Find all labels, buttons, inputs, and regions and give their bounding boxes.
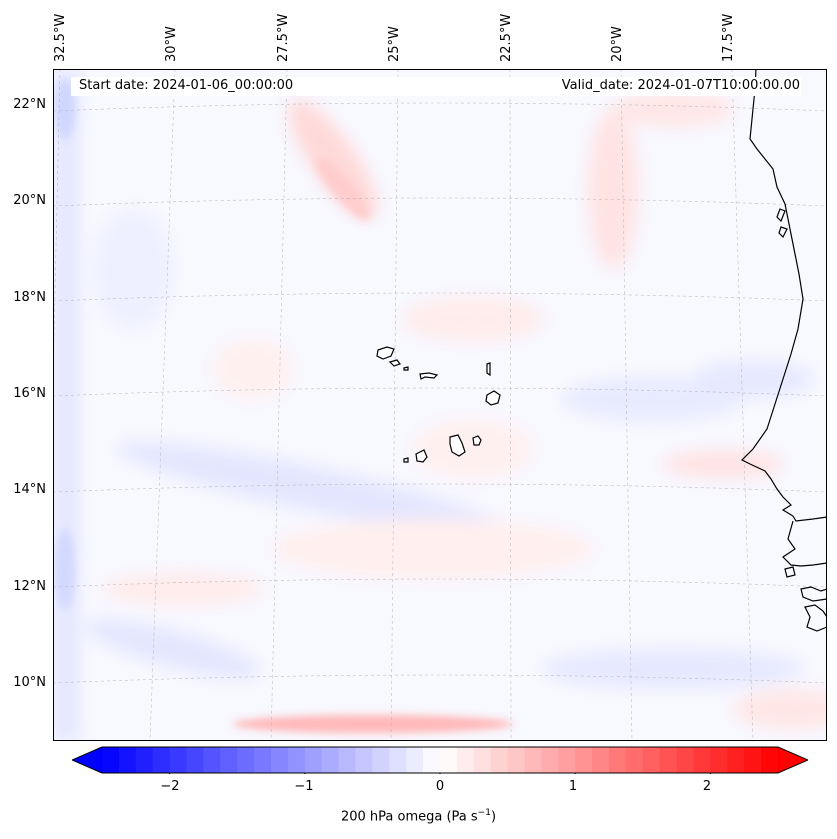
- lon-label-30w: 30°W: [164, 26, 179, 62]
- island-santa-luzia: [403, 366, 409, 371]
- colorbar-segment: [152, 747, 171, 773]
- colorbar-segment: [389, 747, 407, 773]
- colorbar-segment: [710, 747, 728, 773]
- colorbar-tick-label: 1: [568, 779, 578, 794]
- colorbar-segment: [169, 747, 188, 773]
- colorbar-segment: [659, 747, 678, 773]
- colorbar-segment: [254, 747, 272, 773]
- island-sao-vicente: [388, 359, 401, 367]
- colorbar-label: 200 hPa omega (Pa s−1): [0, 808, 837, 824]
- colorbar-segment: [220, 747, 238, 773]
- colorbar-segment: [744, 747, 762, 773]
- island-maio: [472, 435, 482, 446]
- island-sao-nicolau: [419, 372, 439, 380]
- lat-label-14n: 14°N: [13, 482, 46, 497]
- cape-verde-islands: [376, 346, 501, 463]
- colorbar-label-end: ): [490, 809, 497, 825]
- colorbar-segment: [642, 747, 661, 773]
- colorbar-label-main: 200 hPa omega (Pa s: [340, 809, 478, 825]
- start-date-text: Start date: 2024-01-06_00:00:00: [79, 78, 294, 93]
- colorbar: [70, 746, 810, 774]
- valid-date-text: Valid_date: 2024-01-07T10:00:00.00: [561, 78, 800, 93]
- lat-label-12n: 12°N: [13, 579, 46, 594]
- island-santo-antao: [376, 346, 395, 360]
- lat-label-18n: 18°N: [13, 290, 46, 305]
- colorbar-segment: [524, 747, 542, 773]
- colorbar-segment: [727, 747, 745, 773]
- lat-label-22n: 22°N: [13, 97, 46, 112]
- lat-label-16n: 16°N: [13, 386, 46, 401]
- colorbar-segment: [609, 747, 627, 773]
- strong-ascent-band: [233, 715, 513, 733]
- colorbar-segment: [507, 747, 526, 773]
- lon-label-27-5w: 27.5°W: [276, 13, 291, 62]
- colorbar-segment: [406, 747, 424, 773]
- lon-label-32-5w: 32.5°W: [53, 13, 68, 62]
- colorbar-segment: [761, 747, 779, 773]
- colorbar-segment: [423, 747, 441, 773]
- colorbar-label-unit-exponent: −1: [477, 808, 491, 818]
- colorbar-segment: [693, 747, 711, 773]
- island-brava: [403, 457, 409, 463]
- colorbar-segment: [575, 747, 593, 773]
- colorbar-segment: [203, 747, 221, 773]
- colorbar-segment: [102, 747, 120, 773]
- lat-label-10n: 10°N: [13, 675, 46, 690]
- lon-label-22-5w: 22.5°W: [499, 13, 514, 62]
- colorbar-segment: [541, 747, 559, 773]
- island-sal: [486, 362, 491, 377]
- colorbar-tick-label: −2: [160, 779, 180, 794]
- colorbar-segment: [271, 747, 289, 773]
- island-boa-vista: [485, 390, 501, 406]
- island-santiago: [449, 434, 466, 457]
- colorbar-segment: [490, 747, 509, 773]
- omega-field: [53, 69, 827, 741]
- colorbar-segment: [304, 747, 323, 773]
- colorbar-segment: [355, 747, 373, 773]
- lat-label-20n: 20°N: [13, 193, 46, 208]
- colorbar-tick-label: −1: [294, 779, 314, 794]
- colorbar-segment: [456, 747, 475, 773]
- lon-label-25w: 25°W: [387, 26, 402, 62]
- african-coastline: [740, 69, 827, 632]
- lon-label-17-5w: 17.5°W: [721, 13, 736, 62]
- colorbar-segment: [186, 747, 204, 773]
- island-fogo: [415, 449, 428, 463]
- graticule: [53, 69, 827, 741]
- colorbar-segment: [118, 747, 137, 773]
- colorbar-segment: [321, 747, 340, 773]
- colorbar-segment: [558, 747, 576, 773]
- colorbar-segment: [473, 747, 492, 773]
- colorbar-extend-high: [778, 747, 808, 773]
- colorbar-tick-label: 2: [702, 779, 712, 794]
- colorbar-segment: [676, 747, 695, 773]
- lon-label-20w: 20°W: [610, 26, 625, 62]
- omega-map: Start date: 2024-01-06_00:00:00 Valid_da…: [53, 69, 827, 741]
- colorbar-extend-low: [72, 747, 102, 773]
- colorbar-segment: [440, 747, 458, 773]
- colorbar-segment: [135, 747, 154, 773]
- colorbar-bar: [70, 746, 810, 774]
- colorbar-segment: [592, 747, 610, 773]
- colorbar-segment: [338, 747, 357, 773]
- title-strip: [71, 77, 801, 96]
- colorbar-segment: [287, 747, 306, 773]
- map-canvas: [53, 69, 827, 741]
- colorbar-segment: [625, 747, 644, 773]
- colorbar-tick-label: 0: [435, 779, 445, 794]
- colorbar-segment: [372, 747, 390, 773]
- colorbar-segment: [237, 747, 255, 773]
